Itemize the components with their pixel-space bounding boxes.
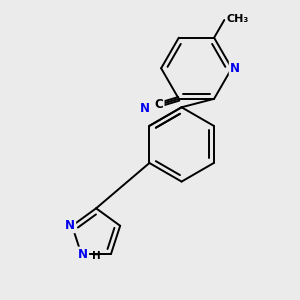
Text: C: C	[155, 98, 164, 111]
Text: N: N	[230, 62, 240, 75]
Text: H: H	[92, 251, 100, 261]
Text: N: N	[78, 248, 88, 260]
Text: N: N	[65, 219, 75, 232]
Text: CH₃: CH₃	[226, 14, 248, 23]
Text: N: N	[140, 103, 150, 116]
